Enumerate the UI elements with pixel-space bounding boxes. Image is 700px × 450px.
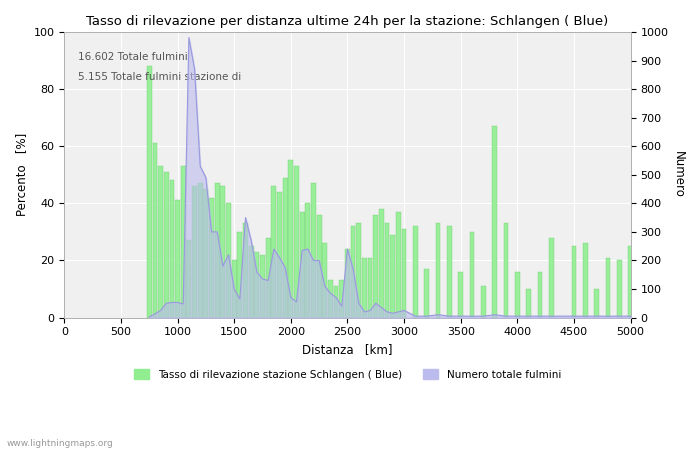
Bar bbox=[503, 223, 508, 318]
Bar bbox=[288, 161, 293, 318]
Bar bbox=[424, 269, 429, 318]
Bar bbox=[316, 215, 321, 318]
Bar bbox=[169, 180, 174, 318]
Bar bbox=[226, 203, 231, 318]
Bar bbox=[255, 252, 259, 318]
Text: 5.155 Totale fulmini stazione di: 5.155 Totale fulmini stazione di bbox=[78, 72, 242, 82]
Text: www.lightningmaps.org: www.lightningmaps.org bbox=[7, 439, 113, 448]
Bar bbox=[340, 280, 344, 318]
Bar bbox=[209, 198, 214, 318]
Legend: Tasso di rilevazione stazione Schlangen ( Blue), Numero totale fulmini: Tasso di rilevazione stazione Schlangen … bbox=[130, 365, 565, 384]
Bar bbox=[583, 243, 588, 318]
Bar bbox=[470, 232, 475, 318]
Bar bbox=[323, 243, 327, 318]
Bar bbox=[396, 212, 401, 318]
Bar bbox=[260, 255, 265, 318]
Bar bbox=[248, 246, 253, 318]
Bar bbox=[526, 289, 531, 318]
Bar bbox=[481, 286, 486, 318]
Bar bbox=[379, 209, 384, 318]
Y-axis label: Percento   [%]: Percento [%] bbox=[15, 133, 28, 216]
Bar bbox=[237, 232, 242, 318]
Bar bbox=[164, 172, 169, 318]
Text: 16.602 Totale fulmini: 16.602 Totale fulmini bbox=[78, 52, 188, 62]
Bar bbox=[186, 240, 191, 318]
X-axis label: Distanza   [km]: Distanza [km] bbox=[302, 343, 393, 356]
Bar bbox=[606, 257, 610, 318]
Bar bbox=[391, 235, 395, 318]
Bar bbox=[158, 166, 163, 318]
Bar bbox=[305, 203, 310, 318]
Bar bbox=[549, 238, 554, 318]
Bar bbox=[402, 229, 407, 318]
Bar bbox=[492, 126, 497, 318]
Bar bbox=[362, 257, 367, 318]
Bar bbox=[181, 166, 186, 318]
Bar bbox=[283, 178, 288, 318]
Bar bbox=[458, 272, 463, 318]
Bar bbox=[628, 246, 633, 318]
Bar bbox=[351, 226, 356, 318]
Bar bbox=[345, 249, 350, 318]
Bar bbox=[515, 272, 519, 318]
Bar bbox=[538, 272, 542, 318]
Bar bbox=[193, 186, 197, 318]
Bar bbox=[220, 186, 225, 318]
Bar bbox=[175, 200, 180, 318]
Bar bbox=[300, 212, 304, 318]
Bar bbox=[204, 189, 208, 318]
Bar bbox=[198, 183, 202, 318]
Bar bbox=[153, 144, 158, 318]
Bar bbox=[147, 66, 152, 318]
Bar bbox=[447, 226, 452, 318]
Bar bbox=[328, 280, 332, 318]
Bar bbox=[413, 226, 418, 318]
Bar bbox=[277, 192, 282, 318]
Title: Tasso di rilevazione per distanza ultime 24h per la stazione: Schlangen ( Blue): Tasso di rilevazione per distanza ultime… bbox=[86, 15, 608, 28]
Bar bbox=[594, 289, 599, 318]
Y-axis label: Numero: Numero bbox=[672, 151, 685, 198]
Bar bbox=[572, 246, 576, 318]
Bar bbox=[311, 183, 316, 318]
Bar bbox=[232, 261, 237, 318]
Bar bbox=[334, 286, 339, 318]
Bar bbox=[368, 257, 372, 318]
Bar bbox=[266, 238, 270, 318]
Bar bbox=[272, 186, 276, 318]
Bar bbox=[215, 183, 220, 318]
Bar bbox=[356, 223, 361, 318]
Bar bbox=[373, 215, 378, 318]
Bar bbox=[617, 261, 622, 318]
Bar bbox=[385, 223, 389, 318]
Bar bbox=[435, 223, 440, 318]
Bar bbox=[294, 166, 299, 318]
Bar bbox=[243, 223, 248, 318]
